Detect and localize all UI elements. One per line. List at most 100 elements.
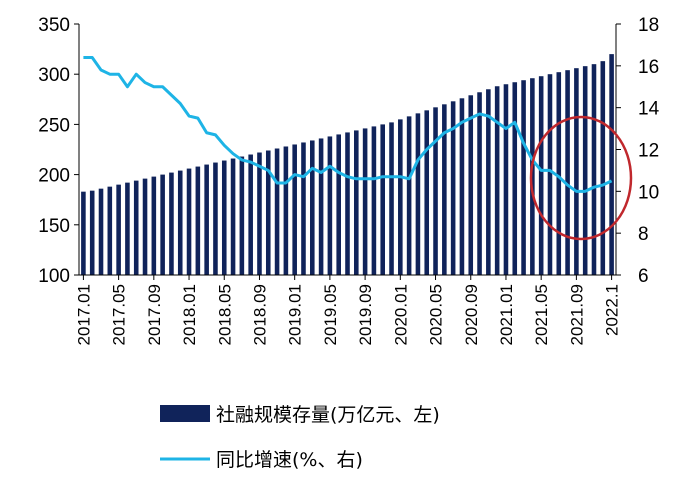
bar (512, 82, 518, 275)
x-tick-label: 2019.05 (321, 284, 340, 345)
right-tick-label: 8 (638, 224, 649, 245)
bar (433, 107, 438, 275)
bar (169, 172, 174, 275)
bar (248, 154, 253, 275)
left-tick-label: 100 (38, 266, 70, 287)
growth-line (83, 55, 613, 193)
bar (398, 119, 403, 275)
bar (477, 92, 482, 276)
legend: 社融规模存量(万亿元、左) 同比增速(%、右) (160, 404, 440, 471)
bar (565, 70, 570, 276)
x-tick-label: 2018.05 (215, 284, 234, 345)
x-tick-label: 2019.09 (356, 284, 375, 345)
x-tick-label: 2021.09 (567, 284, 586, 345)
line-series (83, 55, 613, 193)
bar (142, 178, 148, 275)
bar (538, 76, 544, 276)
bar (274, 148, 280, 275)
bar (195, 166, 201, 275)
bar (292, 144, 297, 275)
right-y-axis-ticks: 6 8 10 12 14 16 18 (616, 15, 660, 287)
bar (98, 188, 104, 275)
bar (415, 113, 421, 275)
bar (600, 61, 606, 276)
bar (318, 138, 324, 275)
legend-bar-label: 社融规模存量(万亿元、左) (216, 404, 440, 426)
bar (345, 132, 350, 275)
bar (116, 184, 121, 275)
bar (591, 64, 597, 275)
bar (310, 140, 315, 275)
x-tick-label: 2018.09 (250, 284, 269, 345)
x-tick-label: 2021.05 (532, 284, 551, 345)
bar (389, 122, 394, 275)
bar (186, 168, 192, 275)
bar (486, 89, 491, 275)
x-tick-label: 2017.05 (110, 284, 129, 345)
bar (265, 150, 271, 275)
legend-line-label: 同比增速(%、右) (216, 449, 363, 471)
highlight-circle (529, 115, 633, 241)
bar (494, 86, 500, 275)
x-axis-ticks: 2017.01 2017.05 2017.09 2018.01 2018.05 2018.… (74, 275, 622, 345)
bar (89, 190, 95, 275)
bar (459, 98, 465, 275)
bar-series (81, 54, 614, 276)
bar (406, 116, 412, 276)
x-tick-label: 2021.01 (497, 284, 516, 345)
right-tick-label: 14 (638, 99, 660, 120)
x-tick-label: 2017.09 (145, 284, 164, 345)
bar (582, 66, 588, 275)
bar (468, 95, 474, 275)
bar (230, 158, 236, 275)
right-tick-label: 6 (638, 266, 649, 287)
x-tick-label: 2020.01 (391, 284, 410, 345)
left-tick-label: 300 (38, 65, 70, 86)
bar (204, 164, 209, 275)
bar (442, 104, 447, 275)
x-tick-label: 2020.09 (462, 284, 481, 345)
bar (160, 174, 165, 275)
x-tick-label: 2022.1 (603, 284, 622, 336)
bar (301, 142, 306, 275)
bar (327, 136, 333, 275)
bar (283, 146, 289, 275)
bar (221, 160, 227, 275)
left-tick-label: 250 (38, 115, 70, 136)
bar (125, 182, 130, 275)
right-tick-label: 16 (638, 57, 659, 78)
bar (239, 156, 245, 275)
x-tick-label: 2019.01 (286, 284, 305, 345)
bar (371, 126, 377, 275)
annotation (529, 115, 633, 241)
left-tick-label: 350 (38, 15, 70, 36)
bar (336, 134, 341, 275)
bar (133, 180, 139, 275)
bar (151, 176, 157, 275)
right-tick-label: 10 (638, 182, 659, 203)
right-tick-label: 18 (638, 15, 659, 36)
bar (354, 130, 359, 275)
left-y-axis-ticks: 100 150 200 250 300 350 (38, 15, 79, 287)
x-tick-label: 2018.01 (180, 284, 199, 345)
bar (521, 80, 526, 275)
x-tick-label: 2017.01 (74, 284, 93, 345)
bar (530, 78, 535, 275)
bar (177, 170, 183, 275)
bar (450, 101, 456, 275)
x-tick-label: 2020.05 (427, 284, 446, 345)
bar (574, 68, 579, 276)
bar (362, 128, 368, 275)
bar (424, 110, 430, 275)
left-tick-label: 200 (38, 166, 70, 187)
right-tick-label: 12 (638, 141, 659, 162)
bar (547, 74, 553, 275)
bar (213, 162, 218, 275)
left-tick-label: 150 (38, 216, 70, 237)
bar (81, 191, 86, 275)
legend-bar-swatch (160, 405, 210, 422)
bar (257, 152, 262, 275)
bar (380, 124, 385, 276)
bar (609, 54, 614, 276)
